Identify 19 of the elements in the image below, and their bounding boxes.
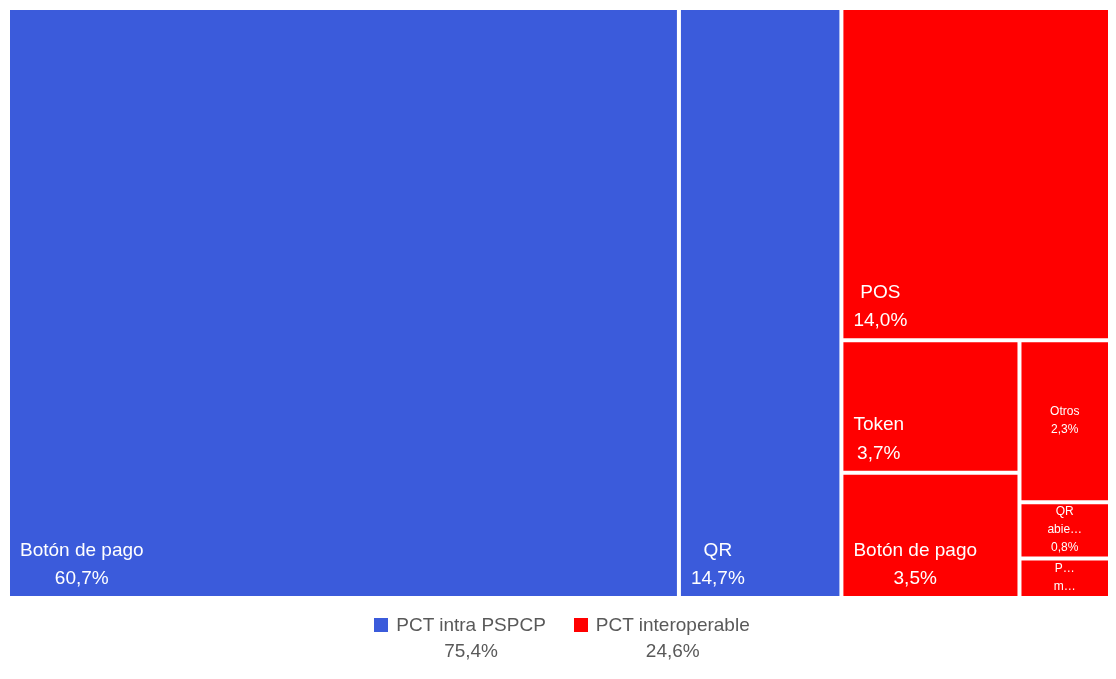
data-label: 14,7% — [690, 567, 745, 588]
text: 75,4% — [444, 640, 498, 661]
category-label: POS — [860, 280, 901, 302]
category-label: Token — [853, 413, 905, 435]
data-label: 3,5% — [893, 567, 937, 588]
legend-label: PCT interoperable — [595, 613, 750, 637]
data-label: 14,0% — [853, 309, 908, 331]
data-label: 0,8% — [1051, 540, 1079, 555]
category-label: QR abie… — [1047, 504, 1083, 537]
text: 24,6% — [645, 640, 700, 661]
category-label: P… m… — [1053, 561, 1076, 594]
category-label: Botón de pago — [853, 538, 978, 560]
data-label: 2,3% — [1051, 422, 1079, 437]
category-label: Otros — [1050, 404, 1080, 419]
category-label: QR — [703, 538, 733, 560]
legend-label: PCT intra PSPCP — [396, 613, 546, 637]
data-label: 3,7% — [857, 441, 901, 463]
category-label: Botón de pago — [19, 538, 144, 560]
data-label: 60,7% — [54, 567, 109, 588]
